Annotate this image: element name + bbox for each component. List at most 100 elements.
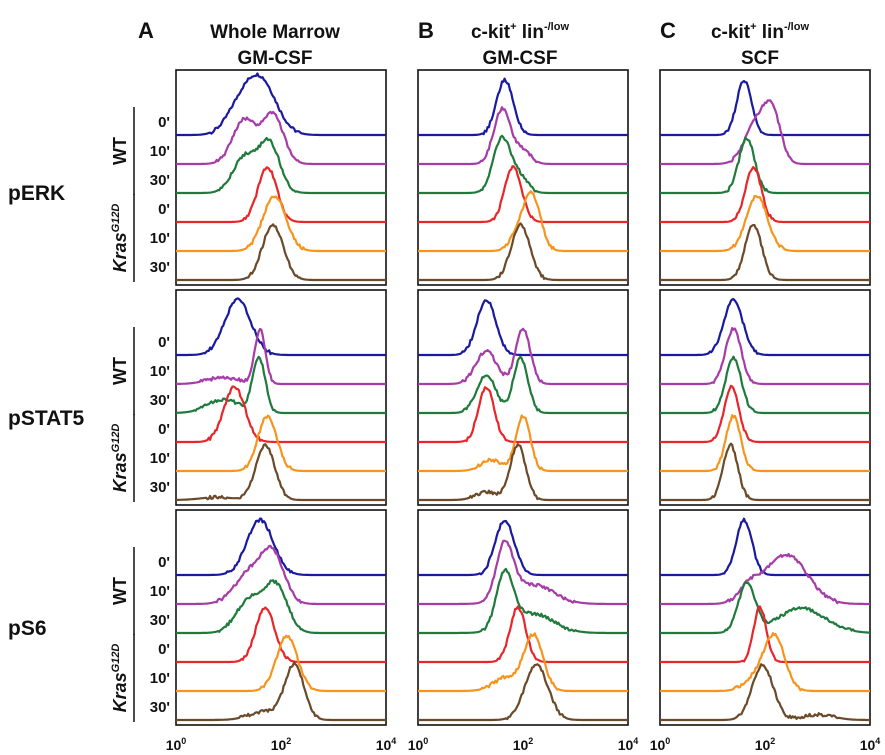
x-tick-label: 104	[618, 736, 639, 753]
group-label-wt: WT	[110, 137, 130, 165]
histogram-trace-kras-0	[660, 166, 870, 224]
histogram-trace-wt-30	[176, 136, 386, 195]
column-letter: C	[660, 18, 676, 43]
histogram-trace-kras-0	[418, 386, 628, 444]
time-label: 30'	[150, 392, 170, 409]
column-title-line1: Whole Marrow	[210, 22, 340, 43]
panel-frame	[659, 509, 871, 726]
time-label: 10'	[150, 583, 170, 600]
panel-frame	[417, 509, 629, 726]
column-title-line2: SCF	[741, 48, 779, 69]
x-tick-label: 100	[650, 736, 671, 753]
panel-frame	[175, 69, 387, 286]
panel-frame	[175, 509, 387, 726]
histogram-panel	[417, 509, 629, 726]
column-title-line1: c-kit+ lin-/low	[711, 21, 809, 43]
histogram-trace-wt-0	[660, 298, 870, 357]
column-letter: A	[138, 18, 154, 43]
time-label: 30'	[150, 479, 170, 496]
histogram-trace-kras-10	[176, 634, 386, 693]
histogram-trace-kras-10	[418, 190, 628, 253]
time-label: 10'	[150, 450, 170, 467]
histogram-trace-wt-0	[418, 519, 628, 577]
column-title-line1: c-kit+ lin-/low	[471, 21, 569, 43]
histogram-trace-kras-10	[660, 195, 870, 253]
x-axis: 100 102 104 100 102 104 100 102 104	[166, 736, 881, 753]
time-label: 0'	[158, 201, 170, 218]
histogram-trace-kras-0	[418, 605, 628, 664]
histogram-trace-wt-10	[418, 327, 628, 386]
time-label: 10'	[150, 363, 170, 380]
histogram-trace-wt-30	[660, 355, 870, 415]
histogram-trace-kras-0	[176, 606, 386, 664]
x-tick-label: 104	[376, 736, 397, 753]
panel-frame	[175, 289, 387, 506]
histogram-panels	[175, 69, 871, 726]
histogram-trace-kras-30	[176, 443, 386, 502]
time-label: 10'	[150, 230, 170, 247]
panel-frame	[417, 289, 629, 506]
x-tick-label: 104	[860, 736, 881, 753]
histogram-trace-wt-10	[660, 326, 870, 386]
histogram-trace-wt-0	[176, 517, 386, 577]
group-label-wt: WT	[110, 357, 130, 385]
histogram-trace-kras-30	[660, 442, 870, 502]
histogram-trace-wt-10	[176, 544, 386, 606]
row-label-ps6: pS6	[8, 617, 47, 640]
histogram-trace-wt-0	[176, 297, 386, 357]
column-header-a: A Whole Marrow GM-CSF	[138, 18, 340, 69]
histogram-panel	[175, 509, 387, 726]
histogram-trace-kras-10	[660, 632, 870, 693]
histogram-panel	[417, 69, 629, 286]
histogram-panel	[417, 289, 629, 506]
histogram-trace-kras-30	[418, 222, 628, 282]
histogram-trace-wt-30	[660, 136, 870, 195]
time-label: 30'	[150, 612, 170, 629]
column-title-line2: GM-CSF	[238, 48, 313, 69]
histogram-trace-kras-10	[176, 414, 386, 473]
time-label: 0'	[158, 554, 170, 571]
histogram-trace-wt-10	[176, 327, 386, 386]
x-tick-label: 102	[755, 736, 776, 753]
histogram-trace-kras-10	[176, 195, 386, 253]
row-label-pstat5: pSTAT5	[8, 407, 85, 430]
panel-frame	[417, 69, 629, 286]
histogram-panel	[175, 69, 387, 286]
time-label: 0'	[158, 641, 170, 658]
column-title-line2: GM-CSF	[483, 48, 558, 69]
histogram-trace-wt-30	[176, 579, 386, 635]
time-label: 30'	[150, 172, 170, 189]
row-label-perk: pERK	[8, 182, 65, 205]
histogram-trace-kras-0	[660, 384, 870, 444]
time-label: 0'	[158, 334, 170, 351]
histogram-trace-kras-0	[176, 166, 386, 224]
histogram-trace-wt-0	[418, 77, 628, 137]
panel-frame	[659, 289, 871, 506]
time-label: 10'	[150, 670, 170, 687]
column-header-b: B c-kit+ lin-/low GM-CSF	[418, 18, 569, 69]
row-annotations: 0' 10' 30' 0' 10' 30' WT KrasG12D 0' 10' 30' 0' 10' 3…	[110, 107, 170, 722]
histogram-trace-wt-10	[176, 110, 386, 166]
histogram-trace-wt-0	[660, 79, 870, 137]
histogram-trace-kras-10	[660, 414, 870, 473]
histogram-trace-kras-30	[176, 223, 386, 282]
group-label-wt: WT	[110, 577, 130, 605]
histogram-trace-wt-30	[418, 134, 628, 195]
time-label: 30'	[150, 699, 170, 716]
histogram-trace-wt-0	[418, 299, 628, 357]
histogram-panel	[659, 509, 871, 726]
histogram-trace-wt-30	[418, 567, 628, 635]
x-tick-label: 100	[408, 736, 429, 753]
x-tick-label: 102	[513, 736, 534, 753]
group-label-kras: KrasG12D	[110, 204, 130, 273]
histogram-trace-kras-0	[418, 165, 628, 224]
time-label: 0'	[158, 114, 170, 131]
histogram-trace-kras-30	[176, 661, 386, 722]
histogram-panel	[659, 289, 871, 506]
histogram-panel	[659, 69, 871, 286]
time-label: 10'	[150, 143, 170, 160]
histogram-panel	[175, 289, 387, 506]
histogram-trace-kras-10	[418, 414, 628, 473]
group-label-kras: KrasG12D	[110, 424, 130, 493]
